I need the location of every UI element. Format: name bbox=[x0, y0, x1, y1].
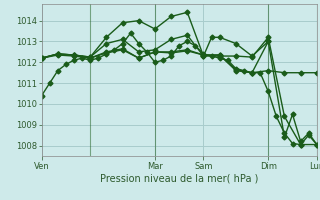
X-axis label: Pression niveau de la mer( hPa ): Pression niveau de la mer( hPa ) bbox=[100, 173, 258, 183]
